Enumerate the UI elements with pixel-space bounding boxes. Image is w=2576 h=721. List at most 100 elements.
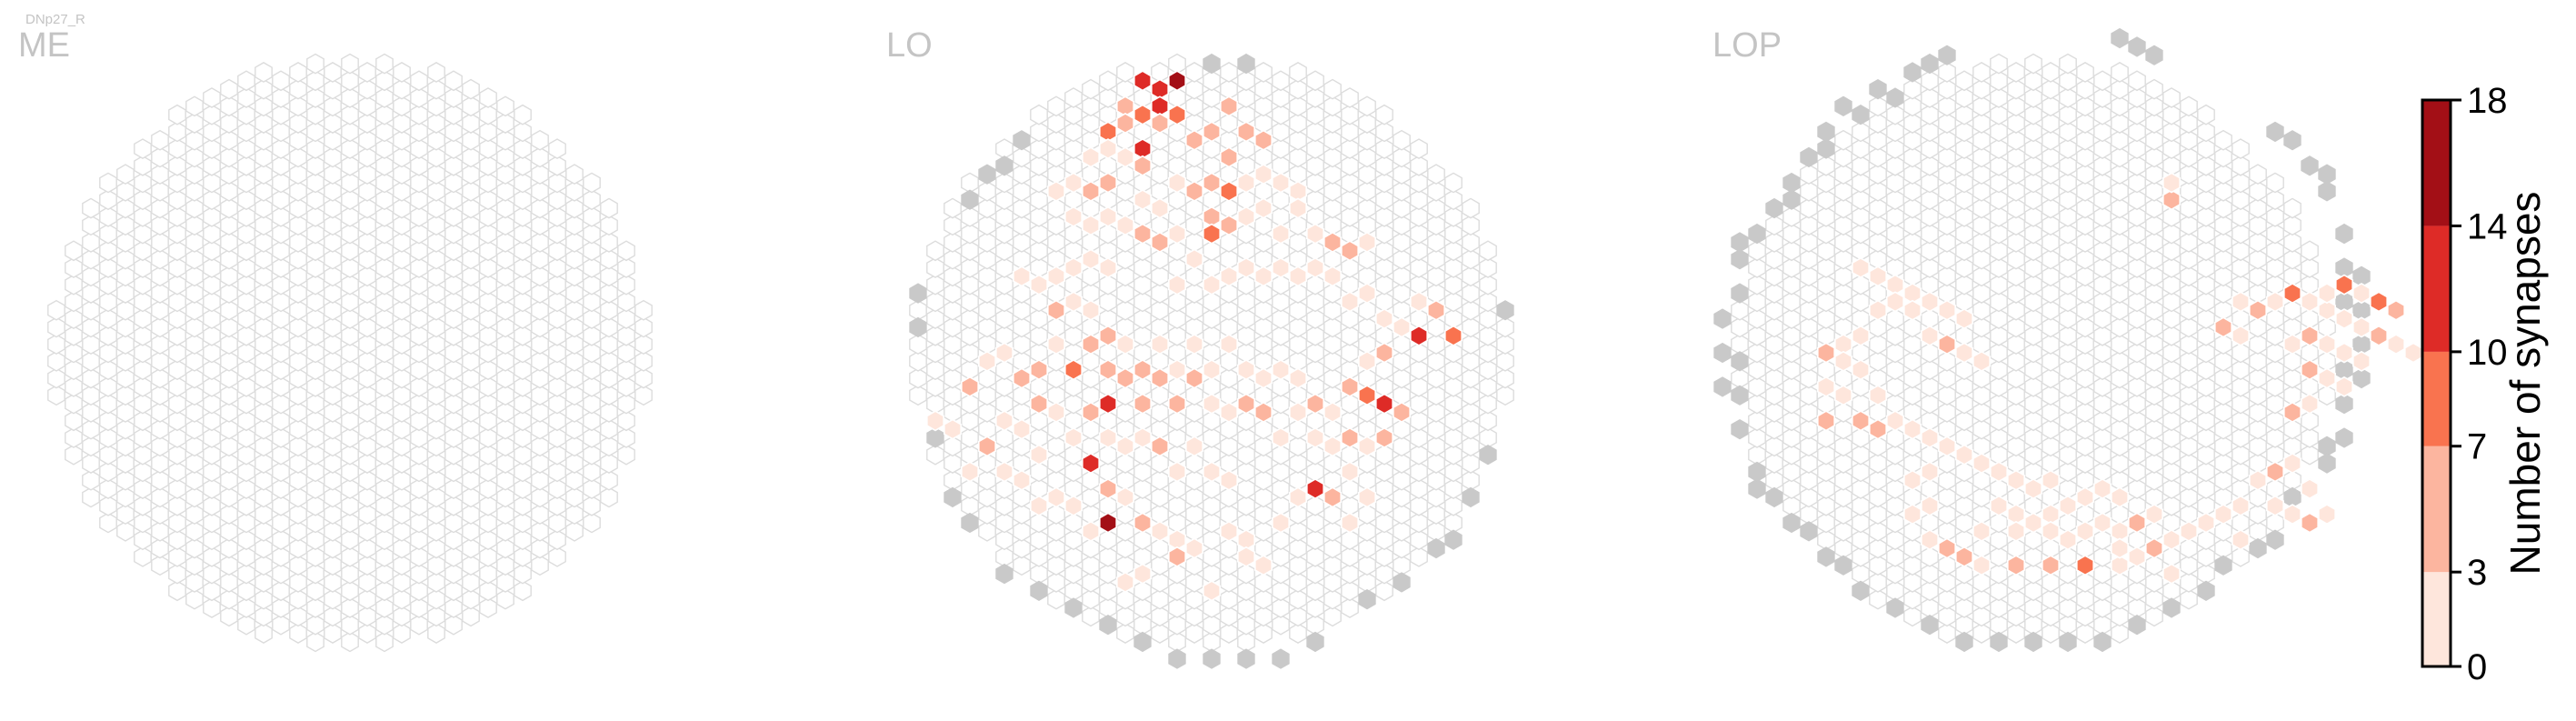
hex-cell-synapse [2283, 334, 2301, 355]
hex-cell-outside [2318, 436, 2336, 457]
hex-cell-synapse [1254, 265, 1273, 287]
hex-cell-synapse [1254, 129, 1273, 151]
colorbar-ticks: 0 3 7 10 14 18 [2451, 81, 2508, 687]
hex-cell [1116, 62, 1134, 83]
hex-cell-synapse [1289, 367, 1307, 389]
hex-cell-synapse [1886, 291, 1904, 313]
hex-cell-synapse [1938, 537, 1956, 559]
hex-cell-synapse [1168, 172, 1186, 194]
hex-cell-synapse [1082, 299, 1100, 321]
hex-cell-synapse [1133, 189, 1152, 211]
hex-cell-outside [1272, 648, 1290, 669]
colorbar-bins [2422, 100, 2451, 666]
hex-cell-synapse [2128, 512, 2146, 534]
hex-cell-outside [2301, 155, 2319, 176]
hex-cell-synapse [1220, 95, 1238, 117]
hex-cell-synapse [1082, 248, 1100, 270]
hex-cell-outside [1817, 546, 1835, 567]
hex-cell-synapse [1047, 265, 1065, 287]
hex-cell-synapse [1030, 495, 1048, 516]
hex-cell-synapse [1064, 495, 1083, 516]
hex-cell-outside [1203, 53, 1221, 75]
panel-lo: LO [886, 26, 1514, 669]
hex-cell-synapse [978, 436, 996, 457]
hex-cell [1938, 62, 1956, 83]
hex-cell [1990, 53, 2008, 75]
hex-cell-synapse [2301, 393, 2319, 415]
hex-cell-synapse [1817, 342, 1835, 364]
hex-cell-synapse [1306, 256, 1324, 279]
colorbar: 0 3 7 10 14 18 Number of synapses [2421, 81, 2549, 687]
hex-cell-synapse [2111, 537, 2129, 559]
hex-cell [116, 164, 135, 185]
hex-cell-synapse [1427, 299, 1445, 321]
hex-cell-synapse [2180, 520, 2198, 542]
hex-cell-outside [1013, 130, 1031, 151]
hex-cell-synapse [2318, 334, 2336, 355]
hex-cell-synapse [2093, 512, 2112, 534]
hex-cell-synapse [1289, 197, 1307, 219]
hex-cell-outside [1834, 555, 1852, 576]
hex-cell [2249, 164, 2267, 185]
hex-cell [65, 240, 83, 262]
hex-cell-synapse [961, 376, 979, 397]
hex-cell-synapse [2352, 283, 2371, 305]
hex-cell-outside [1748, 461, 1766, 483]
hex-cell-synapse [2232, 291, 2250, 313]
hex-cell-synapse [1203, 223, 1221, 245]
hex-cell-synapse [1393, 401, 1411, 423]
hex-cell-outside [1748, 478, 1766, 499]
hex-cell-synapse [1168, 546, 1186, 567]
hex-cell-synapse [1869, 265, 1887, 287]
hex-cell [2214, 129, 2232, 151]
hex-cell-synapse [1358, 350, 1376, 372]
hex-cell-synapse [1289, 486, 1307, 508]
hex-cell [1013, 146, 1031, 168]
hex-cell-outside [1393, 572, 1411, 593]
hex-cell-synapse [2266, 495, 2284, 516]
hex-cell-outside [2128, 36, 2146, 57]
hex-cell-outside [1479, 445, 1497, 466]
hex-cell-outside [1064, 597, 1083, 618]
hex-cell [410, 70, 428, 92]
hex-cell-synapse [2318, 283, 2336, 305]
hex-cell [583, 172, 601, 194]
hex-cell [1955, 70, 1973, 92]
hex-cell-synapse [1358, 231, 1376, 253]
hex-cell-synapse [1852, 256, 1870, 279]
hex-cell-synapse [1151, 113, 1169, 135]
hex-cell-synapse [1220, 146, 1238, 168]
hex-cell-synapse [1306, 393, 1324, 415]
colorbar-tick-label: 0 [2467, 647, 2487, 687]
hex-cell [444, 70, 463, 92]
hex-cell-outside [2249, 537, 2267, 559]
hex-cell-outside [2266, 121, 2284, 143]
hex-cell-synapse [1151, 367, 1169, 389]
hex-cell-synapse [1921, 495, 1939, 516]
hex-cell-synapse [1047, 401, 1065, 423]
hex-cell-synapse [1168, 104, 1186, 125]
hex-cell-synapse [2318, 504, 2336, 526]
colorbar-bin [2422, 446, 2451, 573]
hex-cell-outside [1748, 223, 1766, 245]
hex-cell-synapse [1116, 215, 1134, 236]
hex-cell-synapse [1185, 180, 1203, 202]
hex-cell-outside [2214, 555, 2232, 576]
colorbar-tick-label: 3 [2467, 553, 2487, 593]
hex-cell-synapse [1375, 393, 1393, 415]
hex-cell-synapse [1064, 205, 1083, 227]
hex-cell-synapse [2335, 274, 2353, 295]
hex-cell [462, 78, 480, 100]
hex-cell-synapse [1220, 401, 1238, 423]
hex-cell-outside [1713, 376, 1732, 397]
hex-cell-synapse [2387, 299, 2405, 321]
hex-cell-outside [1817, 138, 1835, 159]
hex-cell [1203, 70, 1221, 92]
hex-cell [1731, 367, 1749, 389]
hex-cell-synapse [995, 342, 1013, 364]
hex-cell-outside [978, 164, 996, 185]
hex-cell-outside [1921, 53, 1939, 75]
panel-label-lop: LOP [1712, 26, 1782, 65]
hex-cell-synapse [2059, 495, 2077, 516]
hex-cell-synapse [1099, 205, 1117, 227]
